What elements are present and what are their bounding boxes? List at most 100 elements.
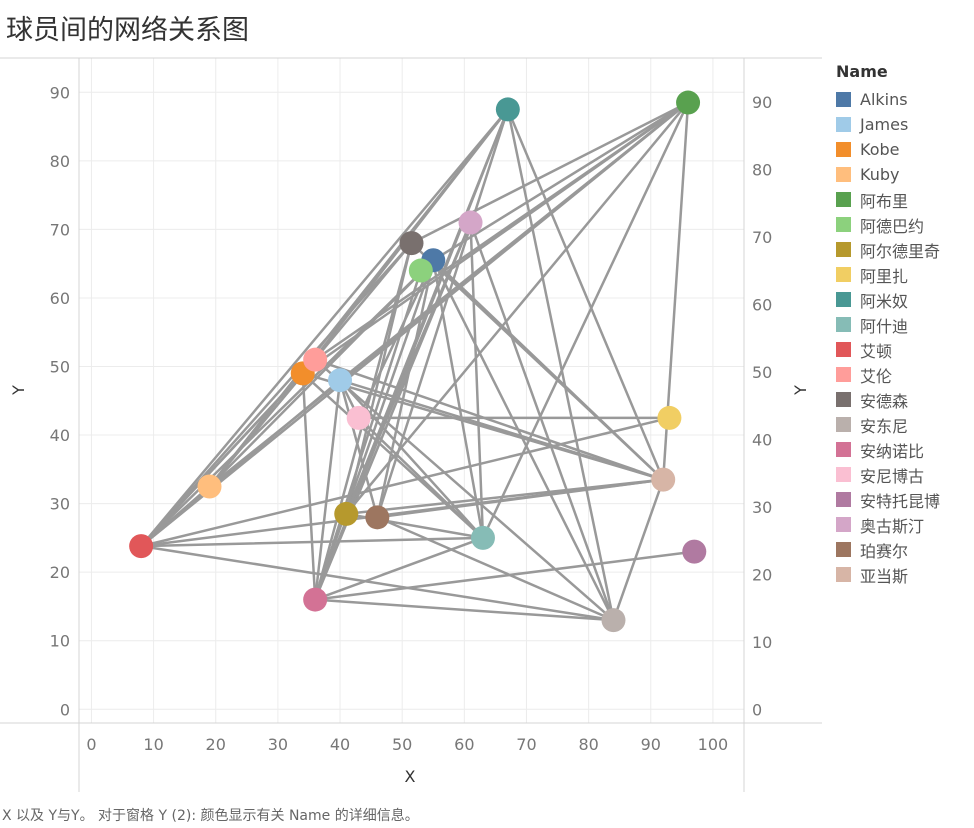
node-珀赛尔 [365, 505, 390, 530]
network-edge [313, 101, 690, 361]
node-阿尔德里奇 [334, 501, 359, 526]
network-edge [313, 598, 615, 622]
node-阿米奴 [495, 97, 520, 122]
legend-item: 阿布里 [836, 187, 940, 212]
node-阿德巴约 [408, 258, 433, 283]
legend-swatch [836, 217, 851, 232]
node-阿什迪 [470, 525, 495, 550]
legend-item: 阿德巴约 [836, 212, 940, 237]
network-edge [344, 101, 690, 516]
axes: 0 10 20 30 40 50 60 70 80 90 100010203040506070809… [0, 57, 822, 792]
node-安纳诺比 [303, 587, 328, 612]
x-axis-label: X [405, 767, 416, 786]
y-tick-label-left: 90 [50, 83, 70, 102]
y-tick-label-left: 60 [50, 289, 70, 308]
network-edge [357, 416, 485, 540]
y-axis-label-left: Y [9, 385, 28, 396]
network-edge [410, 241, 665, 481]
legend-title: Name [836, 62, 888, 81]
y-tick-label-right: 70 [752, 228, 772, 247]
legend-label: 阿什迪 [860, 316, 909, 336]
legend-item: 珀赛尔 [836, 537, 940, 562]
legend-label: 安纳诺比 [860, 441, 925, 461]
y-axis-label-right: Y [791, 385, 810, 396]
legend-swatch [836, 542, 851, 557]
x-tick-label: 50 [392, 735, 412, 754]
network-edge [376, 516, 615, 622]
legend-item: Alkins [836, 87, 940, 112]
x-tick-label: 20 [206, 735, 226, 754]
legend-item: 阿米奴 [836, 287, 940, 312]
legend-label: 阿米奴 [860, 291, 909, 311]
legend-swatch [836, 392, 851, 407]
network-edge [344, 221, 472, 516]
y-tick-label-left: 20 [50, 563, 70, 582]
legend-label: 艾伦 [860, 366, 893, 386]
legend-items: Alkins James Kobe Kuby 阿布里 阿德巴约 阿尔德里奇 阿里扎 阿米奴 阿什迪… [836, 87, 940, 587]
legend-label: 珀赛尔 [860, 541, 909, 561]
grid [79, 58, 744, 723]
legend-item: 艾伦 [836, 362, 940, 387]
legend-label: 阿里扎 [860, 266, 909, 286]
network-edge [338, 378, 379, 519]
node-阿布里 [676, 90, 701, 115]
x-tick-label: 90 [641, 735, 661, 754]
legend-swatch [836, 267, 851, 282]
network-edge [357, 258, 435, 420]
node-阿里扎 [657, 405, 682, 430]
legend-label: Kuby [860, 165, 900, 184]
node-Kuby [197, 474, 222, 499]
x-tick-label: 0 [86, 735, 96, 754]
legend-label: 安德森 [860, 391, 909, 411]
y-tick-label-left: 50 [50, 358, 70, 377]
legend-item: 阿尔德里奇 [836, 237, 940, 262]
legend-item: 艾顿 [836, 337, 940, 362]
y-tick-label-right: 50 [752, 363, 772, 382]
footer-note: X 以及 Y与Y。 对于窗格 Y (2): 颜色显示有关 Name 的详细信息。 [2, 808, 419, 824]
legend-label: 亚当斯 [860, 566, 909, 586]
node-安特托昆博 [682, 539, 707, 564]
x-tick-label: 40 [330, 735, 350, 754]
network-edge [432, 258, 485, 540]
legend-label: 安尼博古 [860, 466, 925, 486]
legend-swatch [836, 517, 851, 532]
node-安东尼 [601, 608, 626, 633]
node-安德森 [399, 231, 424, 256]
legend-swatch [836, 167, 851, 182]
network-edge [313, 536, 485, 601]
network-edge [432, 101, 690, 262]
node-艾伦 [303, 347, 328, 372]
x-tick-label: 70 [516, 735, 536, 754]
legend-item: 阿什迪 [836, 312, 940, 337]
nodes [129, 90, 707, 633]
network-edge [313, 258, 435, 601]
legend-swatch [836, 292, 851, 307]
chart-title: 球员间的网络关系图 [6, 15, 249, 46]
network-edge [612, 478, 665, 622]
y-tick-label-left: 70 [50, 220, 70, 239]
legend-item: 安德森 [836, 387, 940, 412]
y-tick-label-right: 30 [752, 498, 772, 517]
network-edge [506, 108, 615, 622]
legend-label: 安特托昆博 [860, 491, 941, 511]
legend-swatch [836, 317, 851, 332]
legend-swatch [836, 242, 851, 257]
x-tick-label: 100 [698, 735, 729, 754]
y-tick-label-left: 40 [50, 426, 70, 445]
network-edge [410, 101, 690, 245]
network-edge [376, 478, 665, 519]
legend-item: 安东尼 [836, 412, 940, 437]
network-edge [469, 221, 485, 540]
network-edge [139, 108, 510, 548]
network-edge [469, 221, 615, 622]
node-James [328, 368, 353, 393]
legend-item: 奥古斯汀 [836, 512, 940, 537]
y-tick-label-right: 0 [752, 700, 762, 719]
legend-label: 阿布里 [860, 191, 909, 211]
legend-swatch [836, 192, 851, 207]
legend-label: Alkins [860, 90, 908, 109]
legend-item: Kuby [836, 162, 940, 187]
x-tick-label: 10 [143, 735, 163, 754]
network-edge [506, 108, 665, 481]
